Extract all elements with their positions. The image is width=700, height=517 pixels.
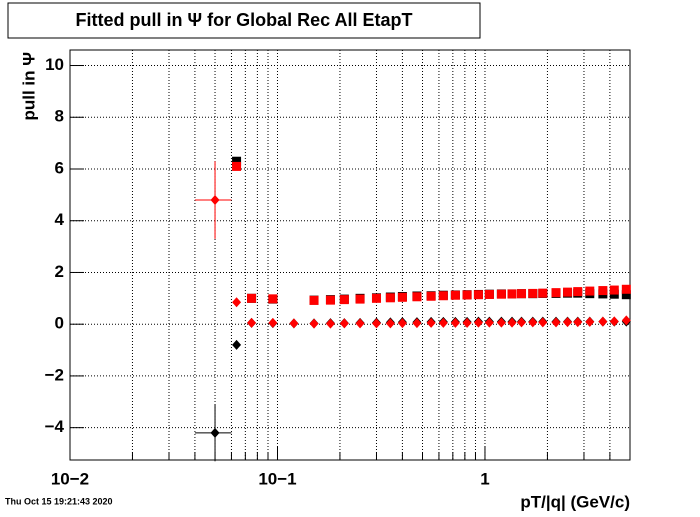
diamond-marker: [339, 318, 349, 329]
diamond-marker: [585, 316, 595, 327]
square-marker: [621, 290, 631, 300]
diamond-marker: [551, 317, 561, 328]
x-tick-label: 10−1: [258, 469, 296, 488]
diamond-marker: [484, 317, 494, 328]
y-tick-label: 2: [55, 262, 64, 281]
square-marker: [598, 286, 608, 296]
diamond-marker: [247, 317, 257, 328]
square-marker: [426, 291, 436, 301]
y-tick-label: 8: [55, 107, 64, 126]
square-marker: [538, 288, 548, 298]
square-marker: [517, 289, 527, 299]
diamond-marker: [232, 339, 242, 350]
diamond-marker: [232, 297, 242, 308]
square-marker: [551, 288, 561, 298]
square-marker: [232, 161, 242, 171]
diamond-marker: [438, 317, 448, 328]
diamond-marker: [573, 317, 583, 328]
square-marker: [507, 289, 517, 299]
square-marker: [339, 295, 349, 305]
square-marker: [496, 289, 506, 299]
y-tick-label: 4: [55, 210, 65, 229]
square-marker: [268, 294, 278, 304]
chart-title: Fitted pull in Ψ for Global Rec All Etap…: [76, 10, 413, 30]
diamond-marker: [563, 317, 573, 328]
timestamp: Thu Oct 15 19:21:43 2020: [5, 496, 113, 506]
diamond-marker: [450, 317, 460, 328]
x-tick-label: 1: [480, 469, 489, 488]
diamond-marker: [210, 427, 220, 438]
square-marker: [397, 292, 407, 302]
diamond-marker: [355, 318, 365, 329]
square-marker: [573, 287, 583, 297]
y-tick-label: −2: [45, 365, 64, 384]
y-tick-label: −4: [45, 417, 65, 436]
diamond-marker: [528, 317, 538, 328]
diamond-marker: [397, 318, 407, 329]
diamond-marker: [289, 318, 299, 329]
square-marker: [325, 295, 335, 305]
square-marker: [371, 293, 381, 303]
square-marker: [450, 290, 460, 300]
square-marker: [473, 290, 483, 300]
diamond-marker: [598, 316, 608, 327]
title-box: [7, 2, 481, 39]
square-marker: [385, 293, 395, 303]
square-marker: [621, 284, 631, 294]
x-axis-label: pT/|q| (GeV/c): [520, 492, 630, 511]
y-axis-label: pull in Ψ: [19, 52, 38, 121]
square-marker: [563, 287, 573, 297]
plot-frame: [69, 49, 631, 461]
diamond-marker: [385, 318, 395, 329]
square-marker: [585, 286, 595, 296]
diamond-marker: [609, 316, 619, 327]
square-marker: [309, 295, 319, 305]
square-marker: [528, 288, 538, 298]
square-marker: [609, 285, 619, 295]
diamond-marker: [473, 317, 483, 328]
square-marker: [484, 289, 494, 299]
diamond-marker: [496, 317, 506, 328]
diamond-marker: [507, 317, 517, 328]
diamond-marker: [412, 318, 422, 329]
y-tick-label: 6: [55, 158, 64, 177]
square-marker: [232, 156, 242, 166]
square-marker: [462, 290, 472, 300]
diamond-marker: [538, 317, 548, 328]
diamond-marker: [268, 317, 278, 328]
square-marker: [247, 293, 257, 303]
y-tick-label: 10: [45, 55, 64, 74]
square-marker: [355, 294, 365, 304]
diamond-marker: [426, 317, 436, 328]
square-marker: [438, 291, 448, 301]
diamond-marker: [325, 318, 335, 329]
diamond-marker: [210, 195, 220, 206]
square-marker: [412, 292, 422, 302]
diamond-marker: [517, 317, 527, 328]
x-tick-label: 10−2: [51, 469, 89, 488]
diamond-marker: [462, 317, 472, 328]
y-tick-label: 0: [55, 314, 64, 333]
diamond-marker: [309, 318, 319, 329]
diamond-marker: [371, 318, 381, 329]
diamond-marker: [621, 315, 631, 326]
